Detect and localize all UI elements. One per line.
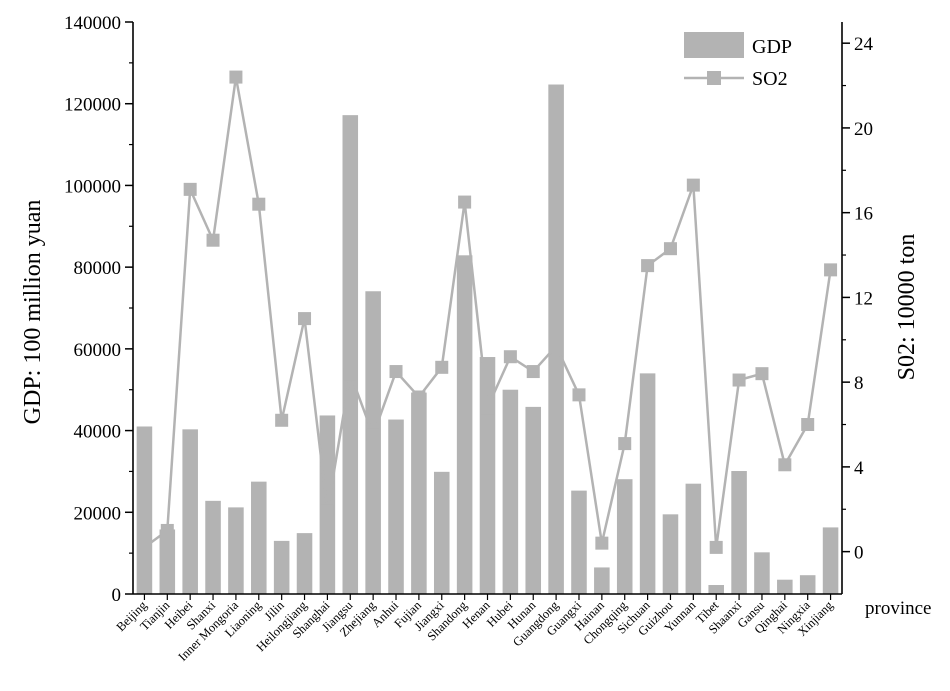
- so2-marker: [320, 504, 334, 518]
- so2-marker: [732, 373, 746, 387]
- so2-marker: [549, 339, 563, 353]
- right-tick-label: 20: [854, 119, 873, 140]
- gdp-bar: [662, 514, 679, 594]
- gdp-bar: [411, 392, 427, 594]
- tick-labels-layer: 0 20000 40000 60000 80000 100000 120000 140000 0…: [64, 13, 874, 606]
- so2-marker: [275, 413, 289, 427]
- legend-gdp-swatch: [684, 32, 744, 58]
- right-tick-label: 4: [854, 458, 864, 479]
- gdp-bar: [456, 255, 473, 594]
- so2-marker: [663, 242, 677, 256]
- gdp-bar: [296, 533, 313, 594]
- so2-marker: [389, 365, 403, 379]
- right-tick-label: 12: [854, 288, 873, 309]
- so2-marker: [709, 540, 723, 554]
- left-tick-label: 0: [112, 585, 122, 606]
- gdp-bar: [342, 115, 359, 594]
- gdp-bar: [731, 471, 747, 594]
- gdp-bar: [479, 357, 496, 594]
- left-tick-label: 80000: [74, 258, 122, 279]
- so2-marker: [183, 182, 197, 196]
- gdp-bar: [228, 507, 244, 594]
- so2-marker: [298, 312, 312, 326]
- left-tick-label: 20000: [74, 503, 122, 524]
- right-tick-label: 24: [854, 34, 874, 55]
- so2-marker: [572, 388, 586, 402]
- right-axis-title: S02: 10000 ton: [894, 234, 920, 381]
- so2-marker: [412, 390, 426, 404]
- gdp-bar: [799, 575, 816, 594]
- so2-marker: [503, 350, 517, 364]
- gdp-bar: [777, 579, 793, 594]
- gdp-bar: [365, 291, 381, 594]
- left-tick-label: 120000: [64, 95, 121, 116]
- x-axis-title: province: [865, 598, 931, 619]
- so2-marker: [160, 523, 174, 537]
- so2-line-layer: [137, 70, 838, 554]
- gdp-bar: [594, 567, 610, 594]
- so2-marker: [595, 536, 609, 550]
- right-tick-label: 16: [854, 204, 873, 225]
- left-tick-label: 140000: [64, 13, 121, 34]
- so2-marker: [526, 365, 540, 379]
- right-tick-label: 8: [854, 373, 864, 394]
- so2-marker: [137, 540, 151, 554]
- bars-layer: [136, 84, 839, 595]
- gdp-bar: [433, 471, 450, 594]
- so2-marker: [343, 367, 357, 381]
- so2-marker: [206, 233, 220, 247]
- so2-marker: [366, 428, 380, 442]
- gdp-bar: [273, 540, 290, 594]
- right-tick-label: 0: [854, 543, 864, 564]
- so2-marker: [458, 195, 472, 209]
- gdp-bar: [822, 527, 839, 594]
- so2-marker: [686, 178, 700, 192]
- so2-marker: [435, 360, 449, 374]
- left-tick-label: 100000: [64, 176, 121, 197]
- gdp-bar: [159, 529, 176, 594]
- so2-marker: [252, 197, 266, 211]
- gdp-bar: [616, 479, 633, 594]
- gdp-bar: [182, 429, 198, 594]
- left-axis-title: GDP: 100 million yuan: [20, 200, 46, 425]
- gdp-bar: [548, 84, 564, 595]
- left-tick-label: 60000: [74, 340, 122, 361]
- legend: GDP SO2: [684, 32, 792, 90]
- so2-marker: [229, 70, 243, 84]
- gdp-bar: [205, 500, 221, 594]
- gdp-bar: [708, 585, 724, 594]
- gdp-bar: [136, 426, 153, 594]
- gdp-bar: [685, 483, 702, 594]
- so2-marker: [801, 418, 815, 432]
- legend-so2-marker: [707, 71, 721, 85]
- gdp-bar: [571, 490, 587, 594]
- gdp-bar: [639, 373, 656, 594]
- gdp-bar: [251, 481, 267, 594]
- legend-so2-label: SO2: [752, 68, 788, 90]
- gdp-bar: [525, 406, 542, 594]
- gdp-bar: [754, 552, 770, 594]
- so2-marker: [778, 458, 792, 472]
- gdp-bar: [502, 389, 519, 594]
- so2-marker: [618, 437, 632, 451]
- so2-marker: [824, 263, 838, 277]
- so2-marker: [755, 367, 769, 381]
- so2-marker: [641, 259, 655, 273]
- legend-gdp-label: GDP: [752, 36, 792, 58]
- gdp-bar: [388, 419, 404, 594]
- left-tick-label: 40000: [74, 422, 122, 443]
- axes-layer: [125, 21, 850, 600]
- so2-marker: [481, 401, 494, 415]
